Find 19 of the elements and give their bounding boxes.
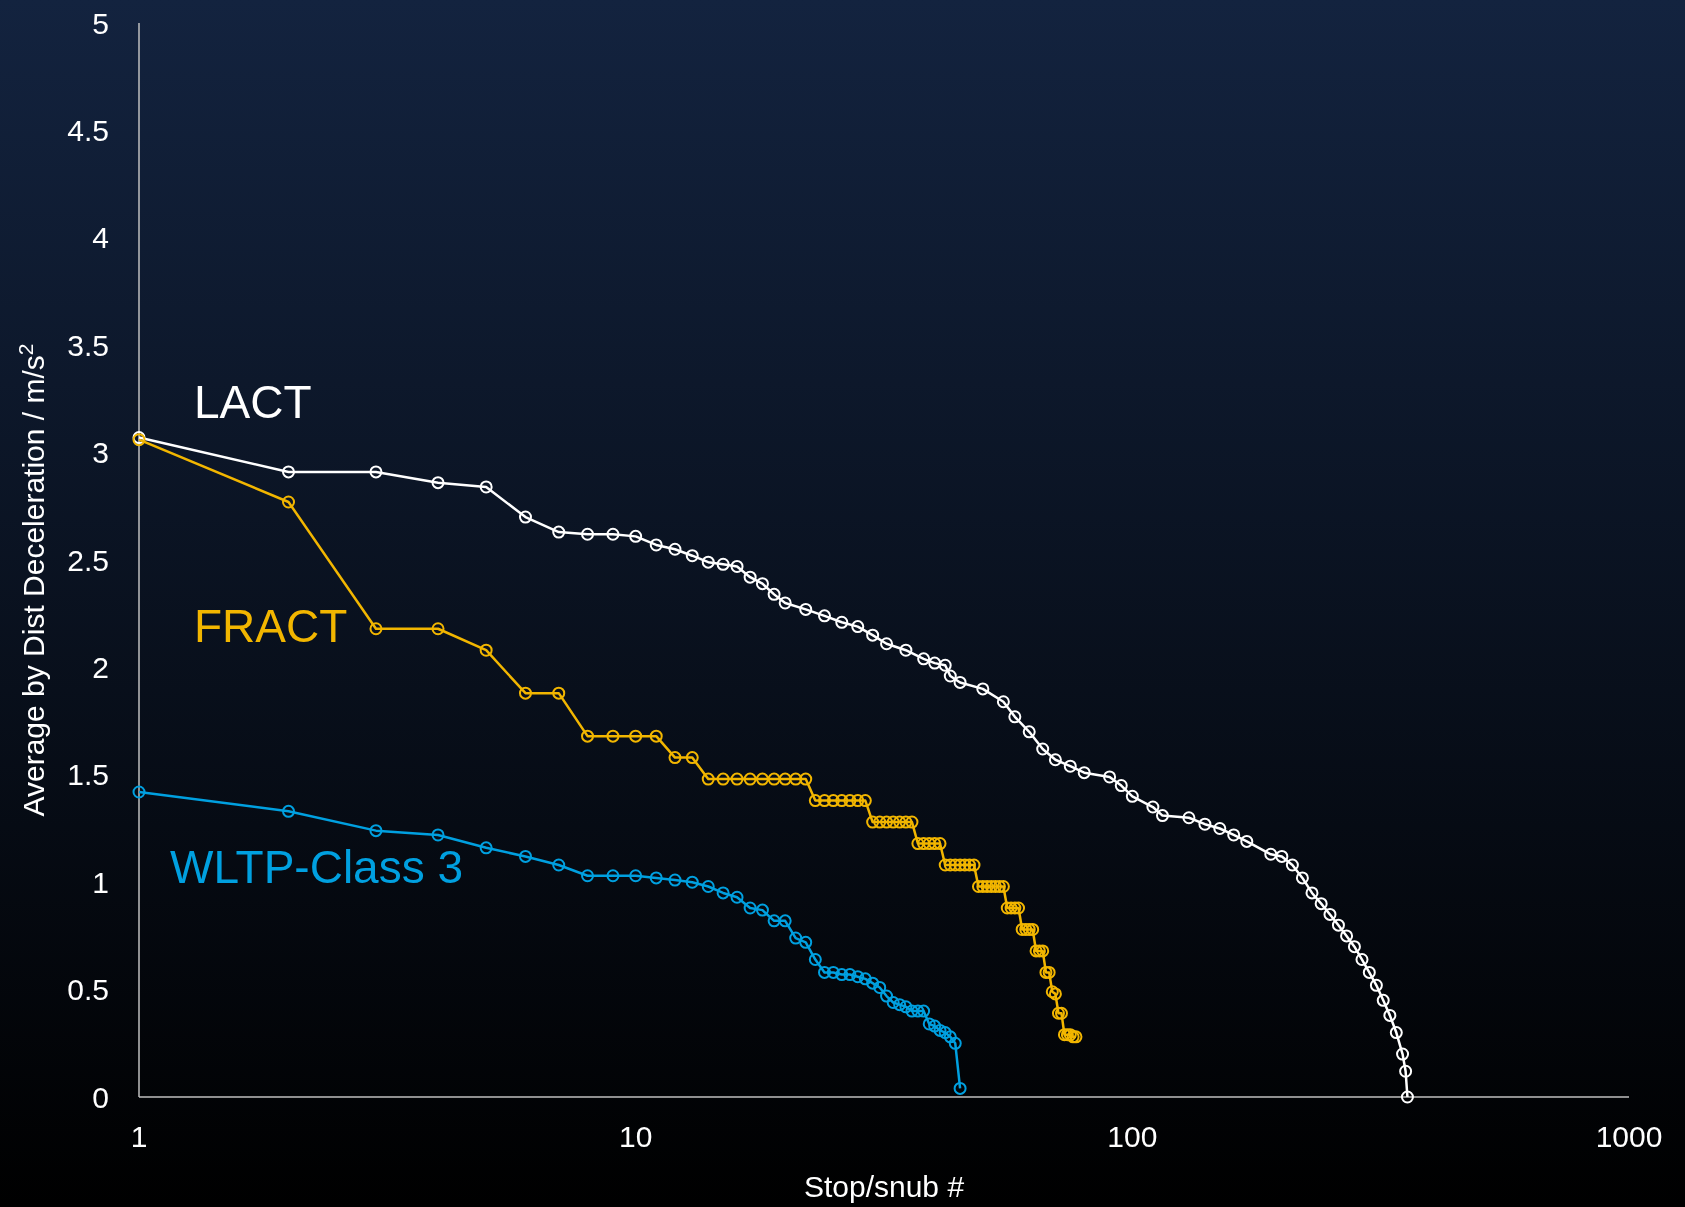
x-axis-title: Stop/snub # (803, 1170, 965, 1203)
y-tick-label: 4 (92, 221, 109, 255)
y-tick-label: 4.5 (67, 113, 109, 147)
y-tick-label: 1.5 (67, 758, 109, 792)
y-tick-label: 3 (92, 436, 109, 470)
x-tick-label: 10 (618, 1120, 653, 1153)
x-tick-label: 100 (1107, 1120, 1158, 1153)
series-label: WLTP-Class 3 (170, 841, 464, 893)
y-tick-label: 0 (92, 1080, 109, 1114)
y-tick-label: 2 (92, 650, 109, 684)
y-tick-label: 3.5 (67, 328, 109, 362)
series-label: LACT (194, 376, 312, 428)
y-tick-label: 0.5 (67, 973, 109, 1007)
x-tick-label: 1000 (1595, 1120, 1663, 1153)
x-tick-label: 1 (130, 1120, 148, 1153)
series-label: FRACT (194, 600, 348, 652)
y-tick-label: 1 (92, 865, 109, 899)
y-tick-label: 2.5 (67, 543, 109, 577)
y-tick-label: 5 (92, 6, 109, 40)
